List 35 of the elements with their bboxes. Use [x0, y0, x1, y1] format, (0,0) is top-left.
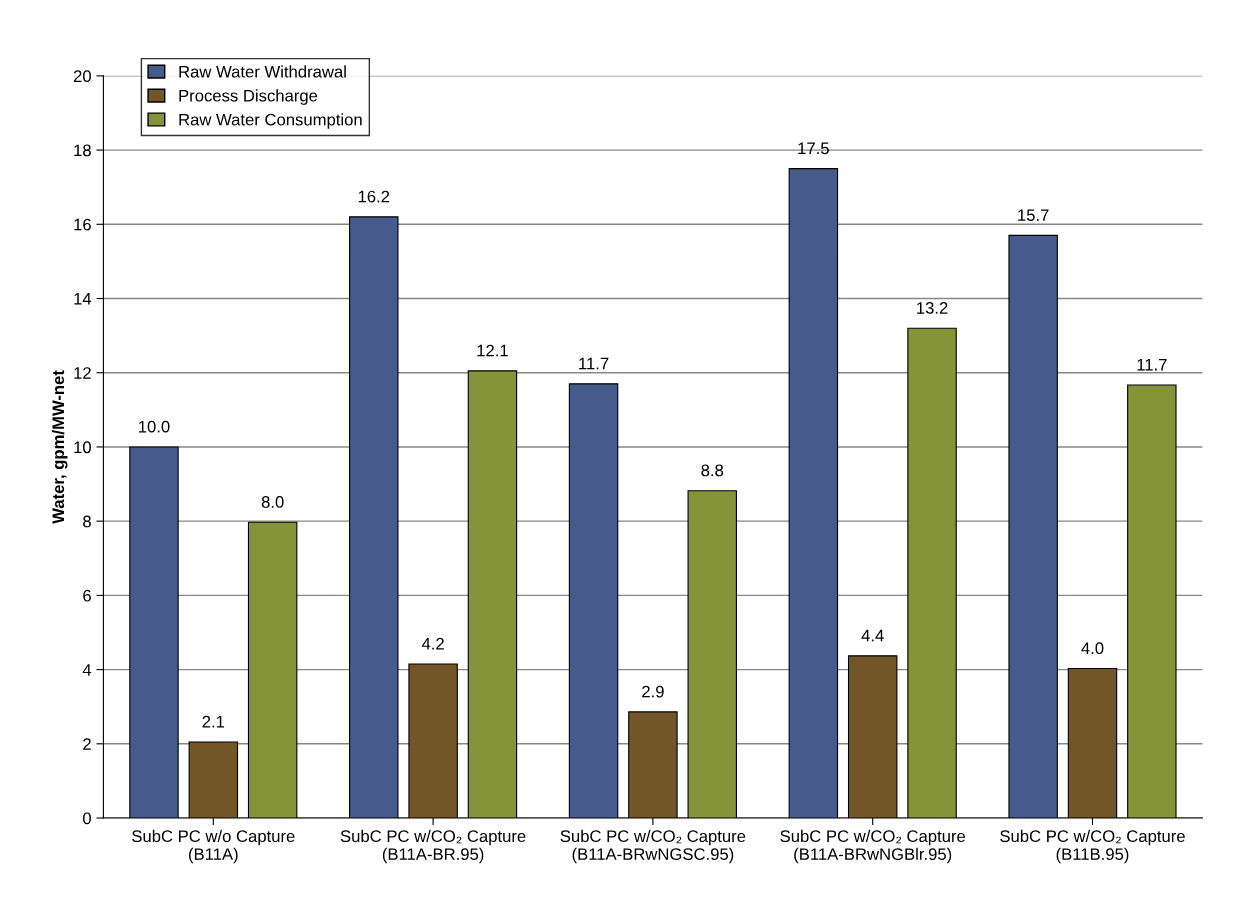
- x-tick-label: SubC PC w/CO₂ Capture (B11A-BRwNGSC.95): [560, 829, 746, 864]
- legend-label: Raw Water Withdrawal: [179, 65, 346, 78]
- x-tick-label: SubC PC w/o Capture (B11A): [132, 829, 295, 864]
- legend-label: Raw Water Consumption: [179, 113, 362, 129]
- x-tick-label: SubC PC w/CO₂ Capture (B11A-BRwNGBlr.95): [780, 829, 966, 864]
- data-label: 10.0: [139, 420, 170, 433]
- y-tick-label: 20: [73, 70, 91, 83]
- y-tick-label: 10: [74, 441, 91, 454]
- x-tick-label: SubC PC w/CO₂ Capture (B11A-BR.95): [340, 829, 526, 864]
- y-tick-label: 8: [83, 515, 91, 528]
- y-tick-label: 14: [74, 293, 92, 305]
- x-tick-label: SubC PC w/CO₂ Capture (B11B.95): [1000, 829, 1185, 864]
- y-tick-label: 6: [83, 589, 91, 602]
- y-tick-label: 4: [82, 664, 92, 676]
- data-label: 8.8: [701, 464, 724, 477]
- y-tick-label: 16: [74, 218, 91, 231]
- data-label: 17.5: [798, 142, 829, 155]
- data-label: 13.2: [917, 301, 948, 314]
- y-axis-title: Water, gpm/MW-net: [51, 370, 68, 524]
- data-label: 2.1: [202, 715, 225, 728]
- data-label: 4.2: [421, 637, 444, 650]
- data-label: 12.1: [477, 344, 508, 357]
- data-label: 15.7: [1018, 209, 1049, 222]
- data-label: 2.9: [642, 685, 664, 698]
- data-label: 11.7: [1137, 358, 1167, 371]
- data-label: 11.7: [579, 357, 609, 370]
- y-tick-label: 0: [83, 812, 91, 825]
- y-tick-label: 12: [74, 367, 91, 379]
- data-label: 8.0: [261, 496, 284, 508]
- data-label: 16.2: [358, 190, 390, 203]
- data-label: 4.0: [1081, 642, 1104, 655]
- y-tick-label: 2: [83, 738, 91, 750]
- data-label: 4.4: [861, 629, 884, 642]
- y-tick-label: 18: [74, 144, 91, 157]
- legend-label: Process Discharge: [179, 89, 318, 105]
